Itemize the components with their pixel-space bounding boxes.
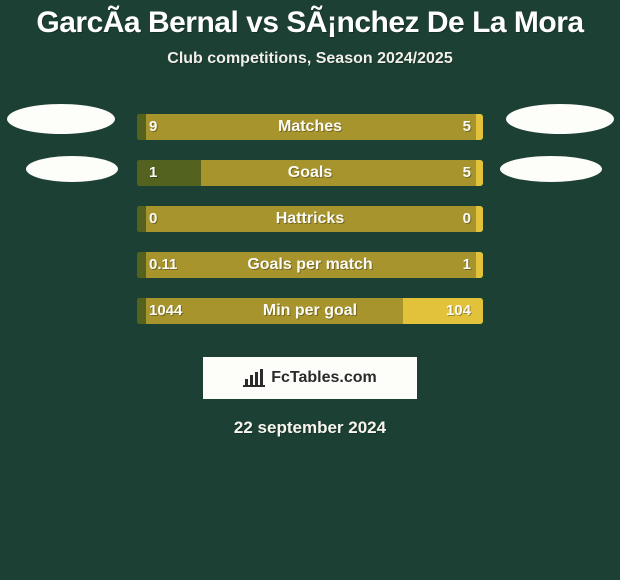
generated-date: 22 september 2024 bbox=[0, 418, 620, 438]
stats-area: Matches95Goals15Hattricks00Goals per mat… bbox=[0, 104, 620, 438]
stat-row: Matches9 5 bbox=[0, 104, 620, 150]
stat-bar-track: Goals15 bbox=[137, 160, 483, 186]
stat-bar-right-fill bbox=[476, 114, 483, 140]
stat-row: Hattricks0 0 bbox=[0, 196, 620, 242]
stat-bar-right-fill bbox=[476, 206, 483, 232]
bar-chart-icon bbox=[243, 369, 265, 387]
stat-value-right: 0 bbox=[463, 206, 471, 232]
stat-bar-left-fill bbox=[137, 252, 146, 278]
stat-value-left: 1044 bbox=[149, 298, 182, 324]
stat-value-left: 0.11 bbox=[149, 252, 177, 278]
stat-bar-left-fill bbox=[137, 160, 201, 186]
stat-value-left: 1 bbox=[149, 160, 157, 186]
stat-value-right: 5 bbox=[463, 114, 471, 140]
comparison-infographic: GarcÃ­a Bernal vs SÃ¡nchez De La Mora Cl… bbox=[0, 0, 620, 580]
stat-bar-left-fill bbox=[137, 206, 146, 232]
subtitle: Club competitions, Season 2024/2025 bbox=[0, 50, 620, 68]
stat-value-right: 104 bbox=[446, 298, 471, 324]
stat-bar-right-fill bbox=[476, 252, 483, 278]
stat-bar-track: Min per goal1044104 bbox=[137, 298, 483, 324]
stat-bar-track: Hattricks0 0 bbox=[137, 206, 483, 232]
stat-value-left: 9 bbox=[149, 114, 157, 140]
stat-row: Min per goal1044104 bbox=[0, 288, 620, 334]
brand-badge-text: FcTables.com bbox=[271, 369, 377, 387]
stat-bar-track: Matches9 5 bbox=[137, 114, 483, 140]
stat-label: Hattricks bbox=[137, 206, 483, 232]
stat-bar-left-fill bbox=[137, 114, 146, 140]
stat-bar-left-fill bbox=[137, 298, 146, 324]
stat-row: Goals15 bbox=[0, 150, 620, 196]
stat-label: Matches bbox=[137, 114, 483, 140]
stat-bar-track: Goals per match0.11 1 bbox=[137, 252, 483, 278]
stat-row: Goals per match0.11 1 bbox=[0, 242, 620, 288]
stat-value-right: 5 bbox=[463, 160, 471, 186]
stat-bar-right-fill bbox=[476, 160, 483, 186]
page-title: GarcÃ­a Bernal vs SÃ¡nchez De La Mora bbox=[0, 0, 620, 40]
stat-value-left: 0 bbox=[149, 206, 157, 232]
stat-label: Goals per match bbox=[137, 252, 483, 278]
brand-badge[interactable]: FcTables.com bbox=[202, 356, 418, 400]
stat-value-right: 1 bbox=[463, 252, 471, 278]
